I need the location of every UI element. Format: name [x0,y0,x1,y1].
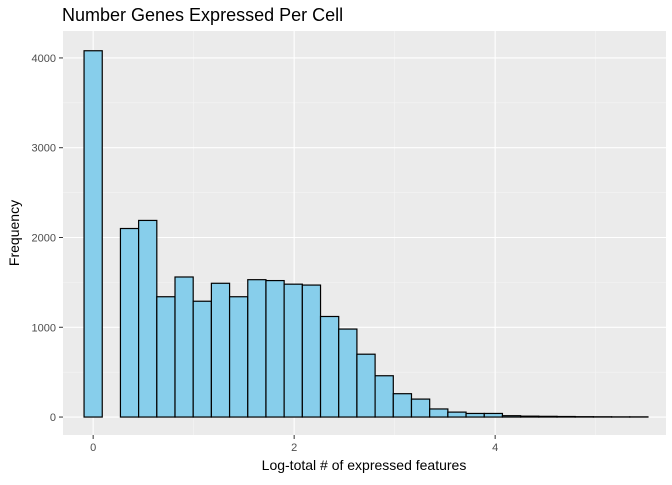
histogram-bar [411,399,429,417]
histogram-bar [557,417,575,418]
histogram-bar [321,316,339,417]
histogram-bar [357,354,375,417]
histogram-bar [120,229,138,418]
histogram-bar [302,285,320,417]
histogram-bar [175,277,193,417]
histogram-bar [139,220,157,417]
histogram-bar [157,297,175,417]
histogram-bar [266,281,284,417]
histogram-bar [339,329,357,417]
y-tick-label: 0 [50,412,56,424]
y-tick-label: 3000 [32,143,56,155]
x-tick-label: 2 [291,442,297,454]
histogram-bar [248,280,266,417]
histogram-bar [502,416,520,417]
y-tick-label: 1000 [32,322,56,334]
y-axis-title: Frequency [6,200,22,266]
histogram-bar [430,409,448,417]
histogram-bar [393,394,411,417]
histogram-bar [230,297,248,417]
histogram-bar [84,51,102,417]
histogram-bar [484,413,502,417]
histogram-bar [466,413,484,417]
histogram-bar [448,412,466,417]
x-axis-title: Log-total # of expressed features [262,457,467,473]
histogram-bar [193,301,211,417]
y-tick-label: 2000 [32,232,56,244]
x-tick-label: 0 [90,442,96,454]
histogram-bar [284,284,302,417]
x-tick-label: 4 [492,442,498,454]
histogram-bar [211,283,229,417]
histogram-bar [375,376,393,417]
y-tick-label: 4000 [32,53,56,65]
histogram-bar [539,416,557,417]
histogram-bar [521,416,539,417]
chart-title: Number Genes Expressed Per Cell [62,5,343,25]
